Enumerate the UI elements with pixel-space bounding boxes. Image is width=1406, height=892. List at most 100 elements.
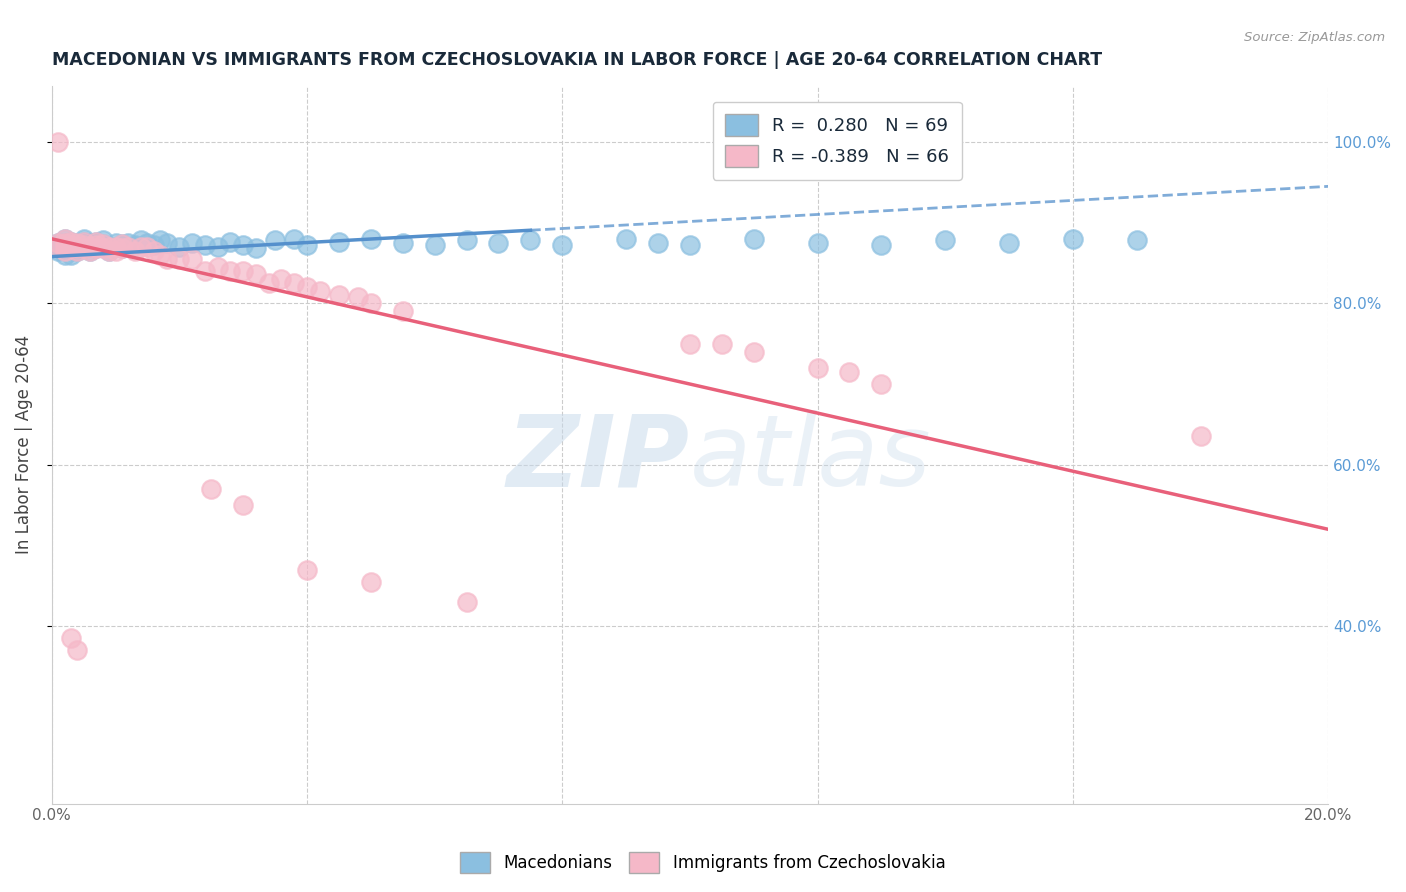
Point [647, 235, 669, 250]
Point [79, 244, 101, 258]
Point [53, 244, 76, 258]
Point [232, 238, 254, 252]
Point [46, 235, 69, 250]
Point [98, 240, 121, 254]
Point [207, 240, 229, 254]
Point [456, 234, 478, 248]
Point [111, 242, 134, 256]
Point [66, 643, 89, 657]
Point [149, 234, 172, 248]
Point [295, 280, 318, 294]
Point [91, 242, 114, 256]
Point [53, 240, 76, 254]
Point [86, 242, 108, 256]
Point [98, 244, 121, 258]
Point [806, 235, 828, 250]
Point [73, 235, 96, 249]
Point [46, 240, 69, 254]
Point [129, 240, 152, 254]
Point [934, 234, 956, 248]
Point [245, 242, 267, 256]
Point [86, 235, 108, 249]
Point [59, 242, 82, 256]
Point [79, 240, 101, 254]
Legend: Macedonians, Immigrants from Czechoslovakia: Macedonians, Immigrants from Czechoslova… [454, 846, 952, 880]
Point [79, 240, 101, 254]
Point [391, 304, 413, 318]
Point [136, 240, 159, 254]
Point [232, 498, 254, 512]
Point [283, 276, 305, 290]
Point [66, 244, 89, 258]
Point [194, 238, 217, 252]
Point [66, 240, 89, 254]
Point [347, 290, 370, 304]
Point [53, 235, 76, 250]
Point [169, 252, 191, 266]
Point [283, 232, 305, 246]
Point [295, 238, 318, 252]
Point [308, 285, 330, 299]
Point [870, 377, 893, 392]
Point [66, 235, 89, 250]
Point [245, 268, 267, 282]
Point [270, 272, 292, 286]
Point [207, 260, 229, 274]
Point [104, 240, 127, 254]
Point [91, 236, 114, 251]
Point [66, 235, 89, 250]
Text: ZIP: ZIP [508, 410, 690, 508]
Text: MACEDONIAN VS IMMIGRANTS FROM CZECHOSLOVAKIA IN LABOR FORCE | AGE 20-64 CORRELAT: MACEDONIAN VS IMMIGRANTS FROM CZECHOSLOV… [52, 51, 1102, 69]
Point [519, 234, 541, 248]
Point [328, 235, 350, 249]
Point [124, 238, 146, 252]
Point [710, 336, 733, 351]
Point [53, 240, 76, 254]
Point [111, 242, 134, 256]
Point [46, 235, 69, 250]
Point [838, 365, 860, 379]
Point [1189, 429, 1212, 443]
Point [129, 234, 152, 248]
Point [86, 238, 108, 252]
Point [59, 238, 82, 252]
Point [142, 244, 165, 258]
Point [73, 242, 96, 256]
Point [257, 276, 280, 290]
Point [59, 235, 82, 249]
Point [104, 240, 127, 254]
Point [679, 238, 702, 252]
Point [423, 238, 446, 252]
Y-axis label: In Labor Force | Age 20-64: In Labor Force | Age 20-64 [15, 335, 32, 554]
Point [742, 232, 765, 246]
Legend: R =  0.280   N = 69, R = -0.389   N = 66: R = 0.280 N = 69, R = -0.389 N = 66 [713, 102, 962, 180]
Point [360, 296, 382, 310]
Point [998, 235, 1021, 250]
Point [91, 240, 114, 254]
Point [59, 235, 82, 249]
Point [391, 235, 413, 250]
Point [360, 232, 382, 246]
Point [295, 563, 318, 577]
Point [46, 244, 69, 258]
Point [104, 235, 127, 250]
Point [360, 574, 382, 589]
Point [86, 235, 108, 249]
Point [870, 238, 893, 252]
Point [181, 235, 204, 250]
Point [679, 336, 702, 351]
Point [1062, 232, 1084, 246]
Point [66, 244, 89, 258]
Point [488, 235, 510, 250]
Point [73, 232, 96, 246]
Point [219, 235, 242, 249]
Point [86, 242, 108, 256]
Point [1125, 234, 1147, 248]
Point [136, 235, 159, 250]
Point [53, 235, 76, 250]
Point [79, 244, 101, 258]
Point [124, 244, 146, 258]
Point [117, 240, 139, 254]
Point [98, 240, 121, 254]
Point [86, 238, 108, 252]
